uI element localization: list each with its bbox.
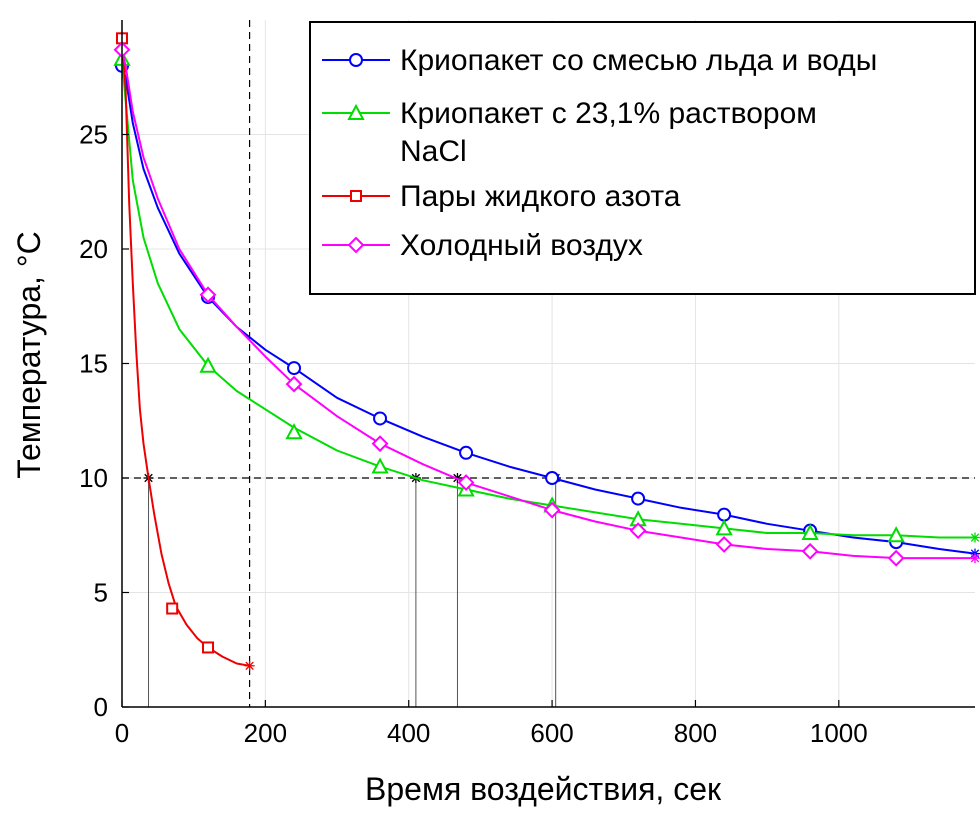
legend-item-2: Криопакет с 23,1% раствором NaCl <box>322 97 817 168</box>
data-point-diamond <box>887 549 905 567</box>
y-tick-label: 5 <box>94 578 108 608</box>
legend-item-3: Пары жидкого азота <box>322 180 681 213</box>
series-line <box>121 38 250 667</box>
series-4 <box>113 41 980 567</box>
data-point-triangle <box>285 423 303 440</box>
data-point-triangle <box>199 356 217 373</box>
legend-label: Криопакет со смесью льда и воды <box>400 44 877 77</box>
series-end-marker <box>970 553 980 564</box>
y-tick-label: 20 <box>79 234 108 264</box>
y-tick-label: 15 <box>79 349 108 379</box>
data-point-triangle <box>715 519 733 536</box>
star-stroke <box>970 533 980 542</box>
x-tick-label: 200 <box>244 718 287 748</box>
data-point-circle <box>459 445 474 460</box>
legend-item-4: Холодный воздух <box>322 229 643 262</box>
data-point-triangle <box>887 526 905 543</box>
data-point-diamond <box>285 375 303 393</box>
data-point-circle <box>631 491 646 506</box>
x-tick-label: 0 <box>115 718 129 748</box>
data-point-diamond <box>629 522 647 540</box>
legend-item-1: Криопакет со смесью льда и воды <box>322 44 877 77</box>
series-layer <box>113 32 980 671</box>
star-stroke <box>245 661 254 670</box>
data-point-square <box>202 641 215 654</box>
legend-label-line: Криопакет с 23,1% раствором <box>400 97 817 130</box>
data-point-circle <box>545 471 560 485</box>
legend-label: Пары жидкого азота <box>400 180 681 213</box>
legend: Криопакет со смесью льда и воды Криопакет… <box>309 21 976 295</box>
data-point-diamond <box>543 501 561 519</box>
data-point-circle <box>373 411 388 426</box>
y-tick-label: 10 <box>79 463 108 493</box>
data-point-diamond <box>371 435 389 453</box>
data-point-square <box>166 602 179 615</box>
y-tick-label: 0 <box>94 692 108 722</box>
series-line <box>121 58 975 539</box>
data-point-triangle <box>801 523 819 540</box>
x-tick-label: 800 <box>674 718 717 748</box>
data-point-diamond <box>347 236 365 254</box>
data-point-diamond <box>199 286 217 304</box>
series-end-marker <box>244 660 255 671</box>
data-point-diamond <box>801 542 819 560</box>
x-tick-label: 1000 <box>810 718 868 748</box>
axes: 0 200 400 600 800 1000 0 5 10 15 20 25 <box>79 20 975 748</box>
data-point-triangle <box>347 103 365 120</box>
series-end-marker <box>970 532 980 543</box>
star-stroke <box>970 553 980 563</box>
data-point-circle <box>349 53 363 67</box>
series-2 <box>113 49 980 543</box>
legend-label: Холодный воздух <box>400 229 643 262</box>
data-point-circle <box>717 507 732 522</box>
data-point-diamond <box>457 474 475 491</box>
x-tick-label: 400 <box>387 718 430 748</box>
series-line <box>121 65 976 555</box>
x-tick-label: 600 <box>530 718 573 748</box>
data-point-square <box>350 190 362 202</box>
y-tick-label: 25 <box>79 120 108 150</box>
y-axis-label: Температура, °C <box>11 231 47 479</box>
legend-box <box>309 21 976 295</box>
data-point-diamond <box>715 535 733 553</box>
legend-label-line: NaCl <box>400 135 467 168</box>
data-point-triangle <box>371 457 389 474</box>
x-axis-label: Время воздействия, сек <box>365 771 722 807</box>
legend-label: Криопакет с 23,1% раствором NaCl <box>400 97 817 168</box>
data-point-circle <box>287 361 302 376</box>
